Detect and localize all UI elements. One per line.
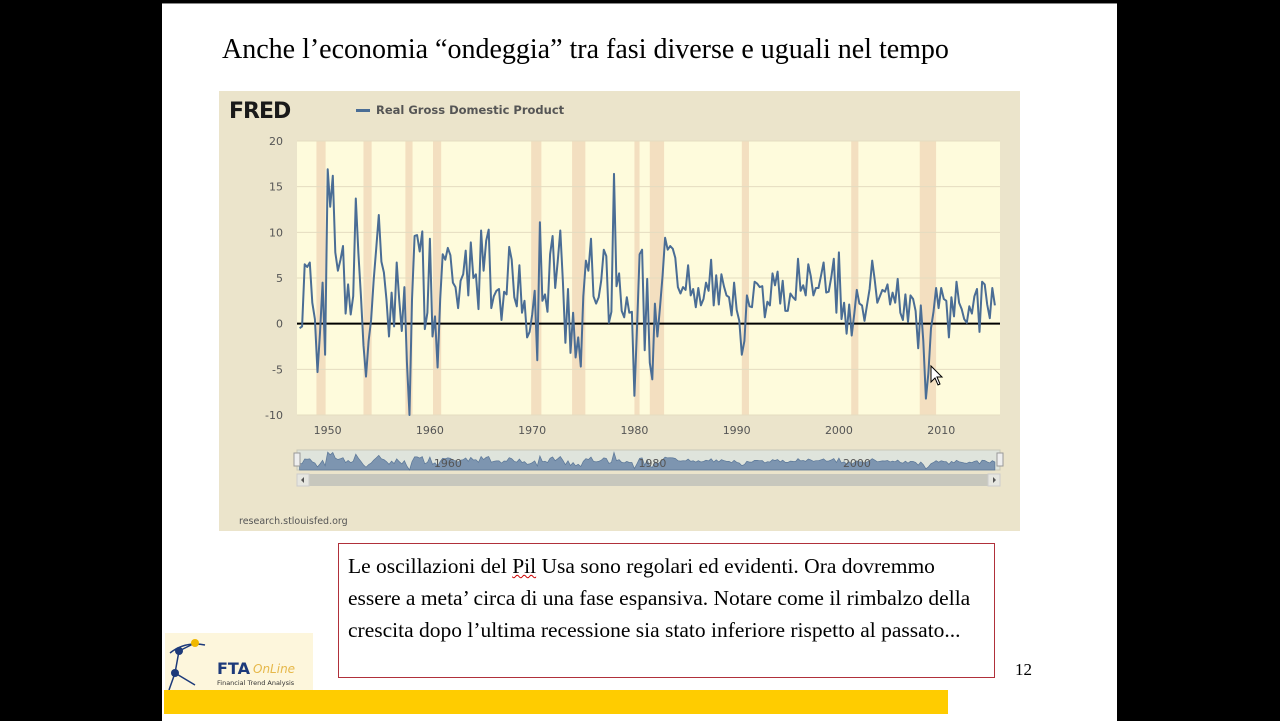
x-tick-label: 1960	[416, 424, 444, 437]
y-tick-label: 20	[269, 135, 283, 148]
navigator-label: 1960	[434, 457, 462, 470]
navigator-series	[299, 451, 996, 471]
navigator-label: 2000	[843, 457, 871, 470]
x-tick-label: 2000	[825, 424, 853, 437]
logo-online: OnLine	[253, 662, 296, 676]
accent-bar	[164, 690, 948, 714]
y-tick-label: 0	[276, 318, 283, 331]
x-tick-label: 2010	[927, 424, 955, 437]
fred-chart: FRED Real Gross Domestic Product 20 15 10 5…	[219, 91, 1020, 531]
fred-logo: FRED	[229, 99, 291, 124]
legend-label: Real Gross Domestic Product	[376, 103, 565, 117]
slide-title: Anche l’economia “ondeggia” tra fasi div…	[222, 34, 949, 65]
logo-fta: FTA	[217, 659, 250, 678]
note-text-pil: Pil	[512, 554, 537, 578]
logo-subtitle: Financial Trend Analysis	[217, 679, 295, 687]
network-icon	[168, 639, 206, 690]
x-tick-label: 1990	[723, 424, 751, 437]
fta-logo: FTA OnLine Financial Trend Analysis	[165, 633, 313, 690]
chart-svg[interactable]: 20 15 10 5 0 -5 -10 1950 1960 1970 1980 1990 2000 201…	[219, 91, 1020, 511]
y-tick-label: -10	[265, 409, 283, 422]
y-tick-label: -5	[272, 363, 283, 376]
chart-legend[interactable]: Real Gross Domestic Product	[356, 103, 564, 117]
navigator-handle-left[interactable]	[293, 452, 301, 467]
navigator-handle-right[interactable]	[996, 452, 1004, 467]
note-text-2: Usa sono regolari ed evidenti. Ora dovre…	[348, 554, 971, 642]
scrollbar-thumb[interactable]	[309, 474, 988, 486]
x-tick-label: 1970	[518, 424, 546, 437]
note-text-1: Le oscillazioni del	[348, 554, 513, 578]
y-tick-label: 15	[269, 181, 283, 194]
navigator-label: 1980	[638, 457, 666, 470]
y-tick-label: 5	[276, 272, 283, 285]
series-line-real-gdp	[299, 168, 996, 416]
x-tick-label: 1980	[620, 424, 648, 437]
page-number: 12	[1015, 660, 1032, 679]
chart-source: research.stlouisfed.org	[239, 516, 348, 527]
x-tick-label: 1950	[314, 424, 342, 437]
mouse-cursor-icon	[930, 364, 944, 386]
arrow-left-icon	[301, 477, 304, 483]
legend-swatch	[356, 108, 370, 112]
note-textbox[interactable]: Le oscillazioni del Pil Usa sono regolar…	[338, 543, 995, 678]
arrow-right-icon	[993, 477, 996, 483]
y-tick-label: 10	[269, 226, 283, 239]
